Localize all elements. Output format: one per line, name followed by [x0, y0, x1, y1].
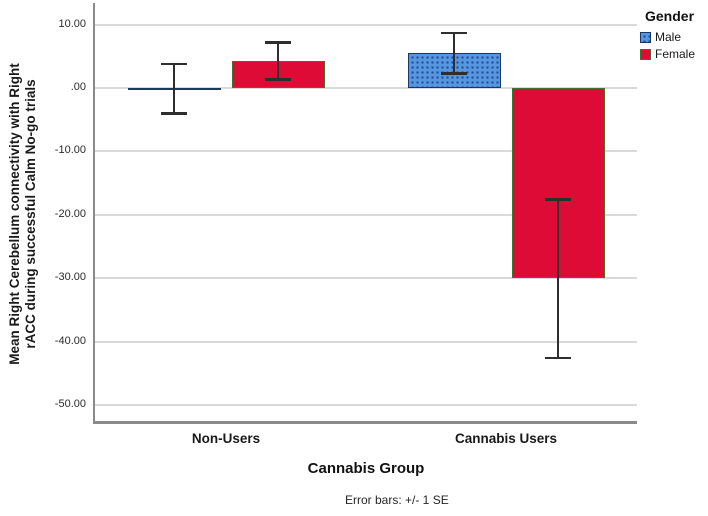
y-tick-label: -20.00 — [54, 207, 86, 220]
y-tick-label: -50.00 — [54, 398, 86, 411]
y-axis-line — [93, 3, 95, 423]
gridline--30.00 — [95, 277, 637, 280]
gridline--20.00 — [95, 213, 637, 216]
female-swatch-icon — [640, 48, 651, 60]
y-tick-label: -40.00 — [54, 334, 86, 347]
error-cap-top-male-cannabis-users — [441, 31, 467, 35]
error-cap-bottom-female-cannabis-users — [545, 356, 571, 360]
error-bar-male-cannabis-users — [453, 32, 455, 74]
gridline--40.00 — [95, 340, 637, 343]
error-bars-caption: Error bars: +/- 1 SE — [345, 493, 449, 507]
gridline-10.00 — [95, 23, 637, 26]
error-bar-male-non-users — [173, 63, 175, 114]
legend-item-female: Female — [640, 47, 706, 61]
gridline--10.00 — [95, 150, 637, 153]
y-tick-label: 10.00 — [58, 17, 86, 30]
x-tick-label-cannabis-users: Cannabis Users — [454, 431, 558, 446]
error-cap-bottom-female-non-users — [265, 78, 291, 81]
error-cap-top-male-non-users — [161, 62, 187, 66]
y-tick-label: -10.00 — [54, 144, 86, 157]
legend-label-female: Female — [655, 47, 696, 61]
error-cap-bottom-male-non-users — [161, 112, 187, 115]
y-tick-label: .00 — [70, 81, 86, 93]
male-swatch-icon — [640, 31, 651, 43]
gridline--50.00 — [95, 404, 637, 407]
error-cap-top-female-non-users — [265, 41, 291, 44]
legend-label-male: Male — [655, 30, 682, 44]
x-tick-label-non-users: Non-Users — [191, 431, 261, 446]
error-cap-top-female-cannabis-users — [545, 198, 571, 201]
gridline-.00 — [95, 87, 637, 89]
legend-item-male: Male — [640, 30, 706, 44]
legend-title: Gender — [645, 8, 695, 24]
error-bar-female-cannabis-users — [557, 199, 559, 358]
error-cap-bottom-male-cannabis-users — [441, 72, 467, 75]
error-bar-female-non-users — [277, 42, 279, 80]
y-tick-label: -30.00 — [54, 271, 86, 284]
x-axis-line — [93, 421, 637, 424]
legend: Gender Male Female — [640, 8, 706, 64]
x-axis-title: Cannabis Group — [307, 460, 425, 477]
